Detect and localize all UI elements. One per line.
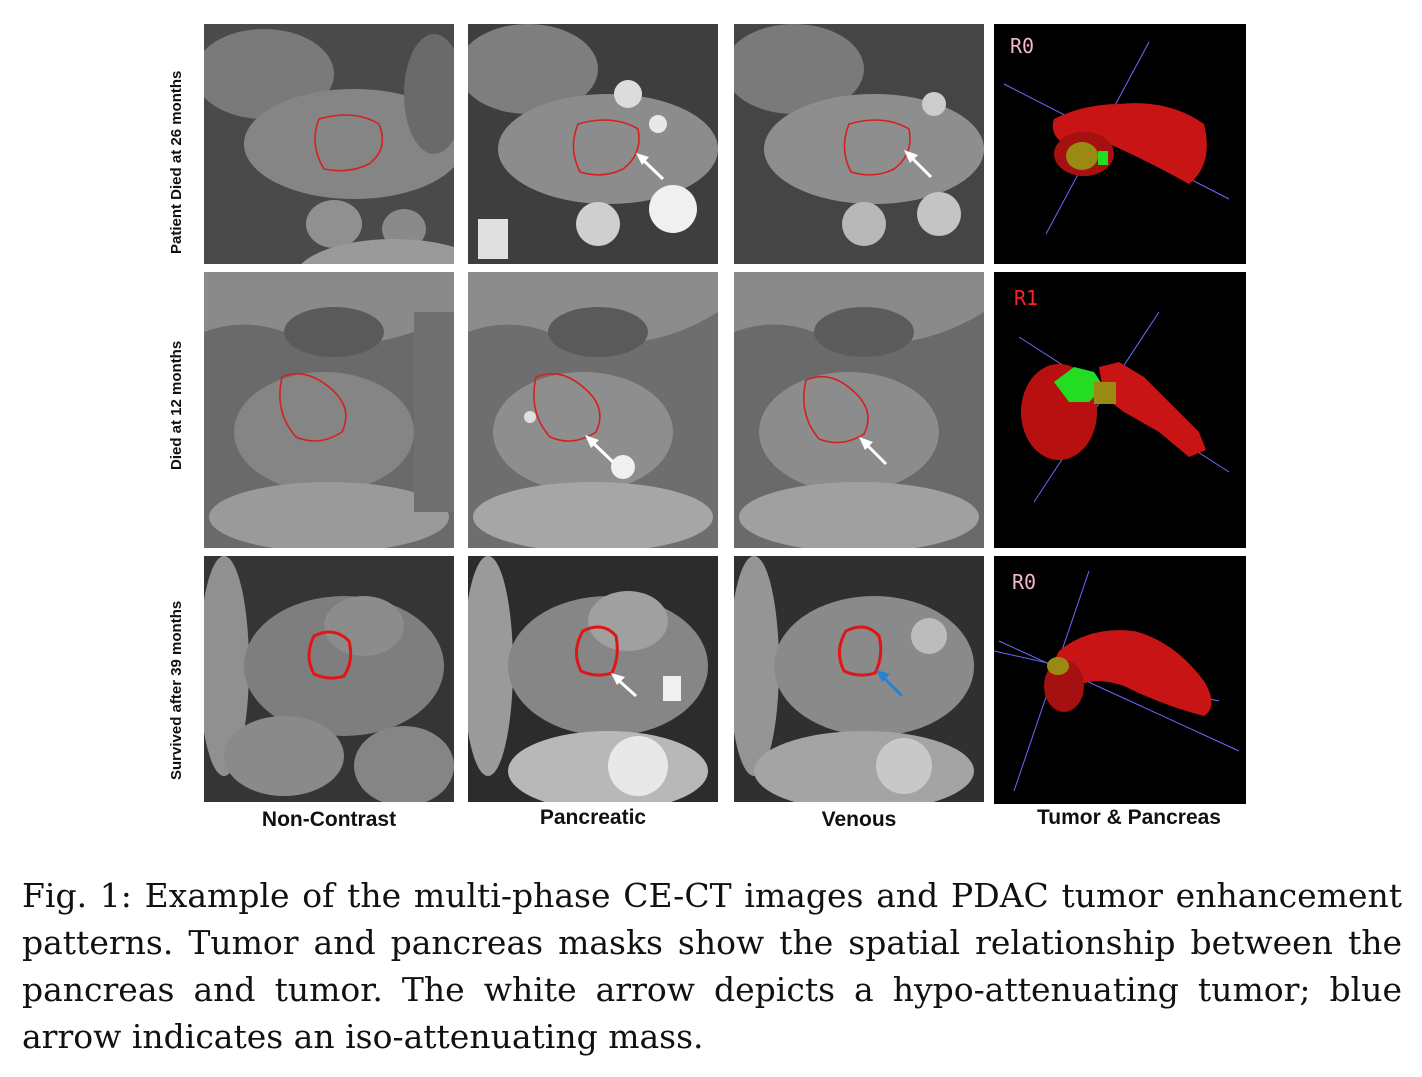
ct-panel-r1-noncontrast [204,24,454,264]
ct-panel-r2-pancreatic [468,272,718,548]
mask-panel-r3 [994,556,1246,804]
mask-panel-r1 [994,24,1246,264]
row-label-2: Died at 12 months [168,340,185,470]
column-label-pancreatic: Pancreatic [539,806,647,829]
margin-badge-r3: R0 [1012,570,1037,594]
mask-panel-r2 [994,272,1246,548]
margin-badge-r2: R1 [1014,286,1039,310]
row-label-3: Survived after 39 months [168,600,185,780]
margin-badge-r1: R0 [1010,34,1035,58]
ct-panel-r3-pancreatic [468,556,718,802]
column-label-venous: Venous [821,808,897,831]
ct-panel-r1-venous [734,24,984,264]
row-label-1: Patient Died at 26 months [168,70,185,254]
ct-panel-r3-venous [734,556,984,802]
ct-panel-r1-pancreatic [468,24,718,264]
ct-panel-r2-venous [734,272,984,548]
ct-panel-r3-noncontrast [204,556,454,802]
column-label-tumor-pancreas: Tumor & Pancreas [1036,806,1221,829]
column-label-noncontrast: Non-Contrast [261,808,397,831]
figure-caption: Fig. 1: Example of the multi-phase CE-CT… [22,876,1402,1056]
ct-panel-r2-noncontrast [204,272,454,548]
